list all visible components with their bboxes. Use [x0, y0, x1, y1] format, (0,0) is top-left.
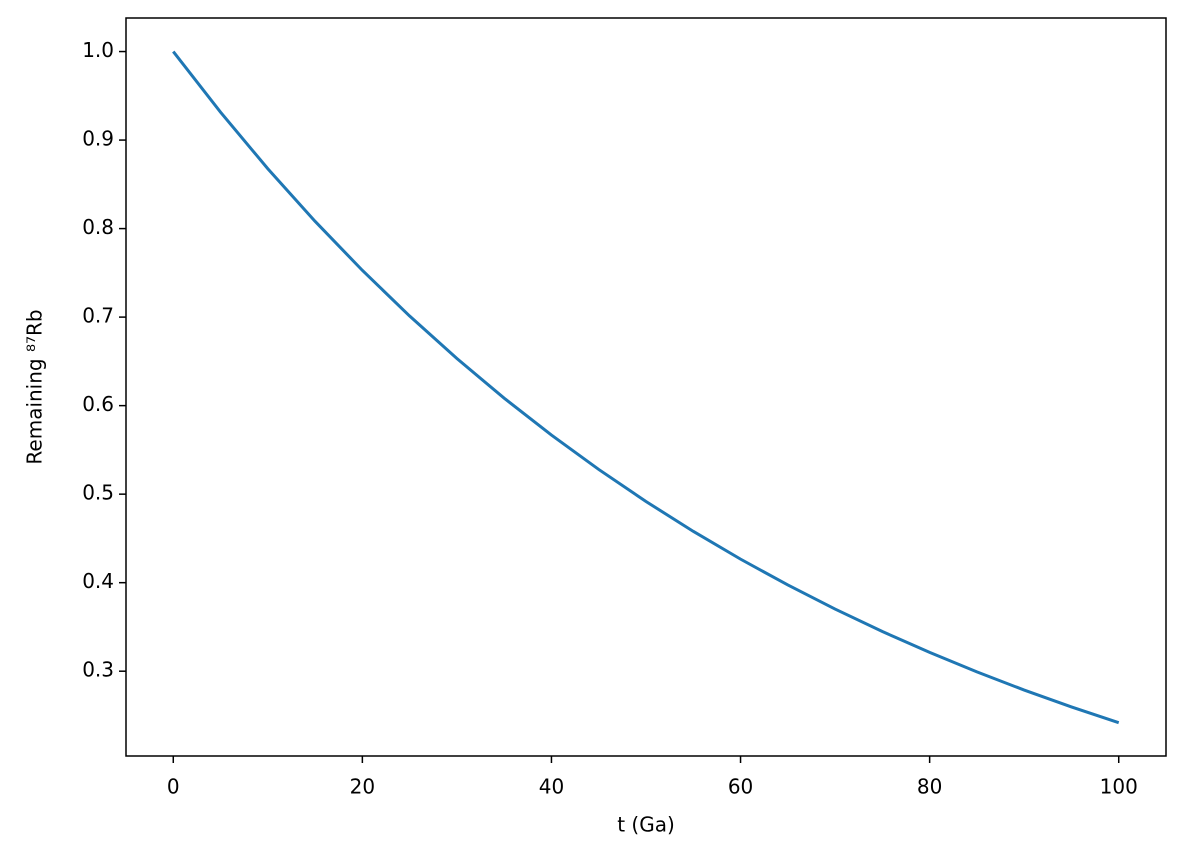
y-tick-label: 0.7 — [82, 304, 114, 328]
y-tick-label: 0.5 — [82, 481, 114, 505]
y-axis-label: Remaining ⁸⁷Rb — [23, 309, 47, 464]
y-tick-label: 1.0 — [82, 38, 114, 62]
plot-frame — [125, 17, 1167, 757]
x-axis-label: t (Ga) — [617, 813, 675, 837]
x-tick-label: 80 — [917, 775, 942, 799]
y-tick-label: 0.8 — [82, 215, 114, 239]
x-tick-label: 60 — [728, 775, 753, 799]
y-tick-label: 0.3 — [82, 658, 114, 682]
y-tick-label: 0.4 — [82, 569, 114, 593]
x-tick-label: 0 — [167, 775, 180, 799]
data-line — [172, 50, 1120, 725]
x-tick-label: 40 — [539, 775, 564, 799]
x-tick-label: 100 — [1100, 775, 1138, 799]
x-tick-label: 20 — [350, 775, 375, 799]
y-tick-label: 0.9 — [82, 127, 114, 151]
y-tick-label: 0.6 — [82, 392, 114, 416]
